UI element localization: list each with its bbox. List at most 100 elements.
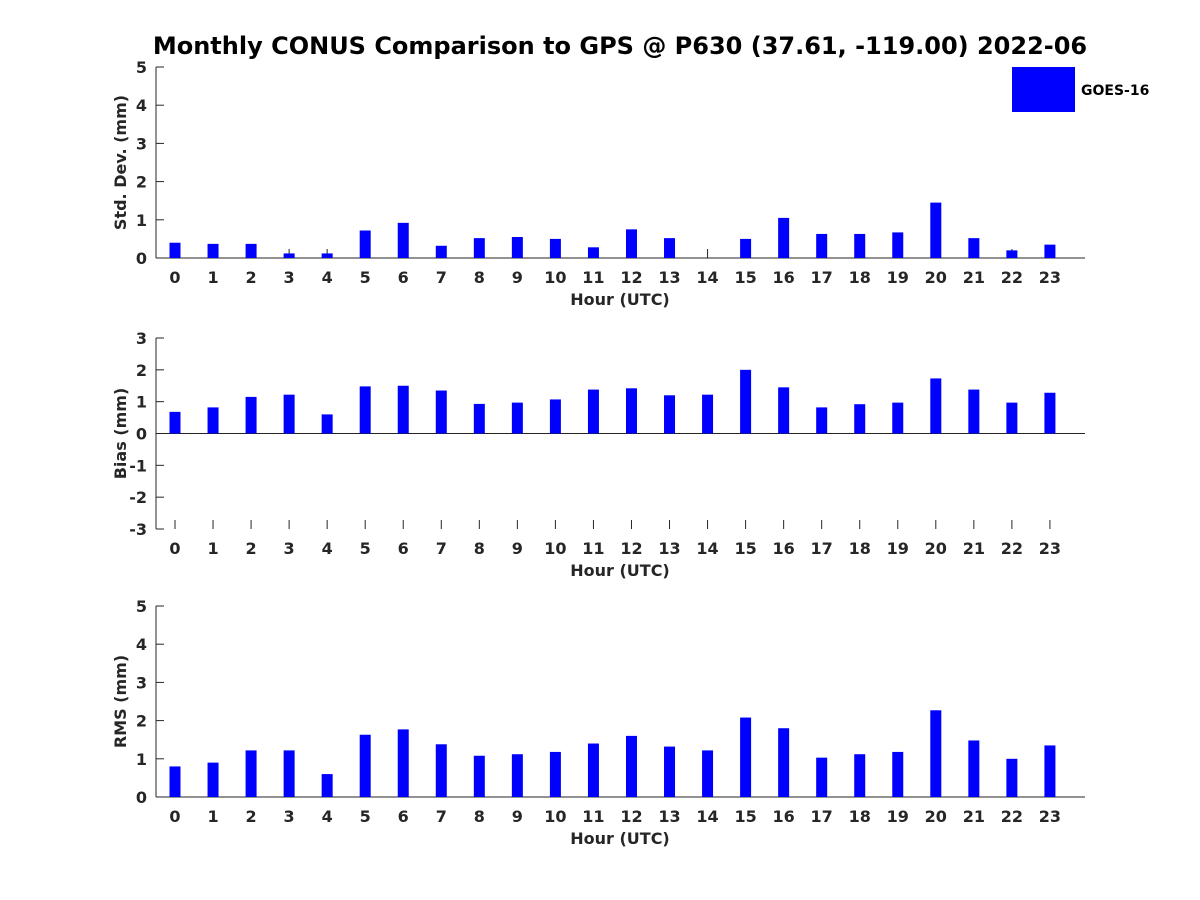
std-x-tick-label: 18 — [849, 268, 871, 287]
bias-bar — [169, 411, 181, 434]
bias-bar — [207, 407, 219, 434]
rms-bar — [587, 743, 599, 797]
rms-bar — [930, 710, 942, 797]
bias-bar — [625, 388, 637, 434]
figure-title: Monthly CONUS Comparison to GPS @ P630 (… — [153, 32, 1087, 60]
rms-x-tick-label: 19 — [887, 807, 909, 826]
std-x-tick-label: 23 — [1039, 268, 1061, 287]
rms-bar — [321, 774, 333, 797]
std-bar — [930, 202, 942, 258]
bias-bar — [283, 394, 295, 434]
std-x-tick-label: 14 — [696, 268, 718, 287]
rms-bar — [816, 757, 828, 797]
std-bar — [207, 243, 219, 258]
bias-y-tick-label: 3 — [136, 329, 147, 348]
bias-x-tick-label: 1 — [207, 539, 218, 558]
bias-bar — [816, 407, 828, 434]
std-x-tick-label: 5 — [360, 268, 371, 287]
bias-x-tick-label: 3 — [284, 539, 295, 558]
bias-x-tick-label: 15 — [734, 539, 756, 558]
bias-x-tick-label: 11 — [582, 539, 604, 558]
bias-x-tick-label: 5 — [360, 539, 371, 558]
bias-x-tick-label: 19 — [887, 539, 909, 558]
std-y-tick-label: 1 — [136, 211, 147, 230]
rms-bar — [702, 750, 714, 797]
rms-bar — [549, 751, 561, 797]
std-x-tick-label: 13 — [658, 268, 680, 287]
bias-x-tick-label: 8 — [474, 539, 485, 558]
rms-x-tick-label: 16 — [773, 807, 795, 826]
bias-bar — [854, 404, 866, 434]
std-bar — [169, 242, 181, 258]
std-bar — [625, 229, 637, 258]
std-y-axis-label: Std. Dev. (mm) — [111, 95, 130, 230]
std-x-tick-label: 7 — [436, 268, 447, 287]
rms-bar — [778, 728, 790, 797]
std-x-tick-label: 22 — [1001, 268, 1023, 287]
std-x-tick-label: 10 — [544, 268, 566, 287]
std-bar — [397, 222, 409, 258]
std-bar — [816, 233, 828, 258]
bias-bar — [511, 402, 523, 434]
rms-y-axis-label: RMS (mm) — [111, 655, 130, 748]
bias-x-tick-label: 17 — [811, 539, 833, 558]
bias-bar — [359, 386, 371, 434]
std-x-tick-label: 17 — [811, 268, 833, 287]
rms-y-tick-label: 5 — [136, 597, 147, 616]
std-bar — [1006, 250, 1018, 258]
rms-x-tick-label: 23 — [1039, 807, 1061, 826]
bias-bar — [397, 385, 409, 434]
rms-x-tick-label: 13 — [658, 807, 680, 826]
rms-y-tick-label: 4 — [136, 635, 147, 654]
rms-x-tick-label: 15 — [734, 807, 756, 826]
std-bar — [778, 217, 790, 258]
rms-bar — [968, 740, 980, 797]
std-bar — [511, 236, 523, 258]
std-bar — [854, 233, 866, 258]
std-bar — [473, 238, 485, 258]
rms-bar — [245, 750, 257, 797]
rms-bar — [397, 729, 409, 797]
std-bar — [549, 238, 561, 258]
std-x-tick-label: 16 — [773, 268, 795, 287]
rms-y-tick-label: 0 — [136, 788, 147, 807]
std-x-tick-label: 0 — [169, 268, 180, 287]
bias-bar — [245, 396, 257, 434]
bias-x-tick-label: 6 — [398, 539, 409, 558]
bias-bar — [321, 414, 333, 434]
std-bar — [664, 238, 676, 258]
rms-bar — [625, 735, 637, 797]
std-x-tick-label: 20 — [925, 268, 947, 287]
std-x-tick-label: 6 — [398, 268, 409, 287]
std-y-tick-label: 4 — [136, 96, 147, 115]
rms-bar — [359, 734, 371, 797]
rms-bar — [664, 746, 676, 797]
std-bar — [968, 238, 980, 258]
bias-y-tick-label: -3 — [129, 520, 147, 539]
bias-y-tick-label: 2 — [136, 361, 147, 380]
bias-x-tick-label: 13 — [658, 539, 680, 558]
rms-x-tick-label: 6 — [398, 807, 409, 826]
rms-bar — [473, 755, 485, 797]
bias-y-axis-label: Bias (mm) — [111, 388, 130, 480]
bias-bar — [549, 399, 561, 434]
rms-bar — [1044, 745, 1056, 797]
std-x-tick-label: 15 — [734, 268, 756, 287]
rms-bar — [283, 750, 295, 797]
std-bar — [740, 238, 752, 258]
std-x-tick-label: 2 — [246, 268, 257, 287]
bias-x-tick-label: 14 — [696, 539, 718, 558]
std-bar — [892, 232, 904, 258]
rms-bar — [511, 754, 523, 797]
std-x-tick-label: 3 — [284, 268, 295, 287]
legend-label: GOES-16 — [1081, 83, 1149, 99]
rms-bar — [854, 754, 866, 797]
rms-x-tick-label: 14 — [696, 807, 718, 826]
bias-bar — [968, 389, 980, 434]
bias-x-tick-label: 7 — [436, 539, 447, 558]
rms-x-tick-label: 12 — [620, 807, 642, 826]
std-x-tick-label: 9 — [512, 268, 523, 287]
rms-bar — [892, 751, 904, 797]
bias-y-tick-label: 1 — [136, 393, 147, 412]
